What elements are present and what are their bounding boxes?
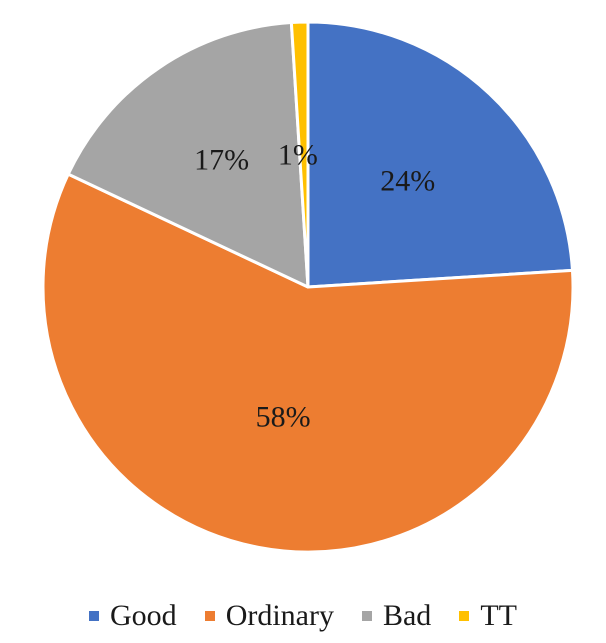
- legend-label-good: Good: [110, 599, 177, 632]
- data-label-good: 24%: [380, 164, 435, 197]
- legend-swatch-ordinary: [204, 611, 215, 621]
- pie-slice-bad: [66, 21, 310, 289]
- legend-item-ordinary: Ordinary: [204, 599, 334, 633]
- legend-item-good: Good: [89, 599, 177, 633]
- legend-swatch-bad: [361, 611, 372, 621]
- pie-slice-good: [306, 20, 574, 289]
- legend-swatch-tt: [459, 611, 470, 621]
- legend-item-bad: Bad: [361, 599, 432, 633]
- data-label-tt: 1%: [278, 138, 318, 171]
- legend-label-tt: TT: [480, 599, 517, 632]
- data-label-bad: 17%: [194, 143, 249, 176]
- legend: Good Ordinary Bad TT: [0, 596, 606, 636]
- pie-slice-tt: [289, 20, 310, 289]
- pie-slice-ordinary: [41, 172, 575, 554]
- data-label-ordinary: 58%: [256, 401, 311, 434]
- legend-swatch-good: [89, 611, 100, 621]
- legend-label-bad: Bad: [382, 599, 432, 632]
- legend-label-ordinary: Ordinary: [225, 599, 334, 632]
- legend-item-tt: TT: [459, 599, 517, 633]
